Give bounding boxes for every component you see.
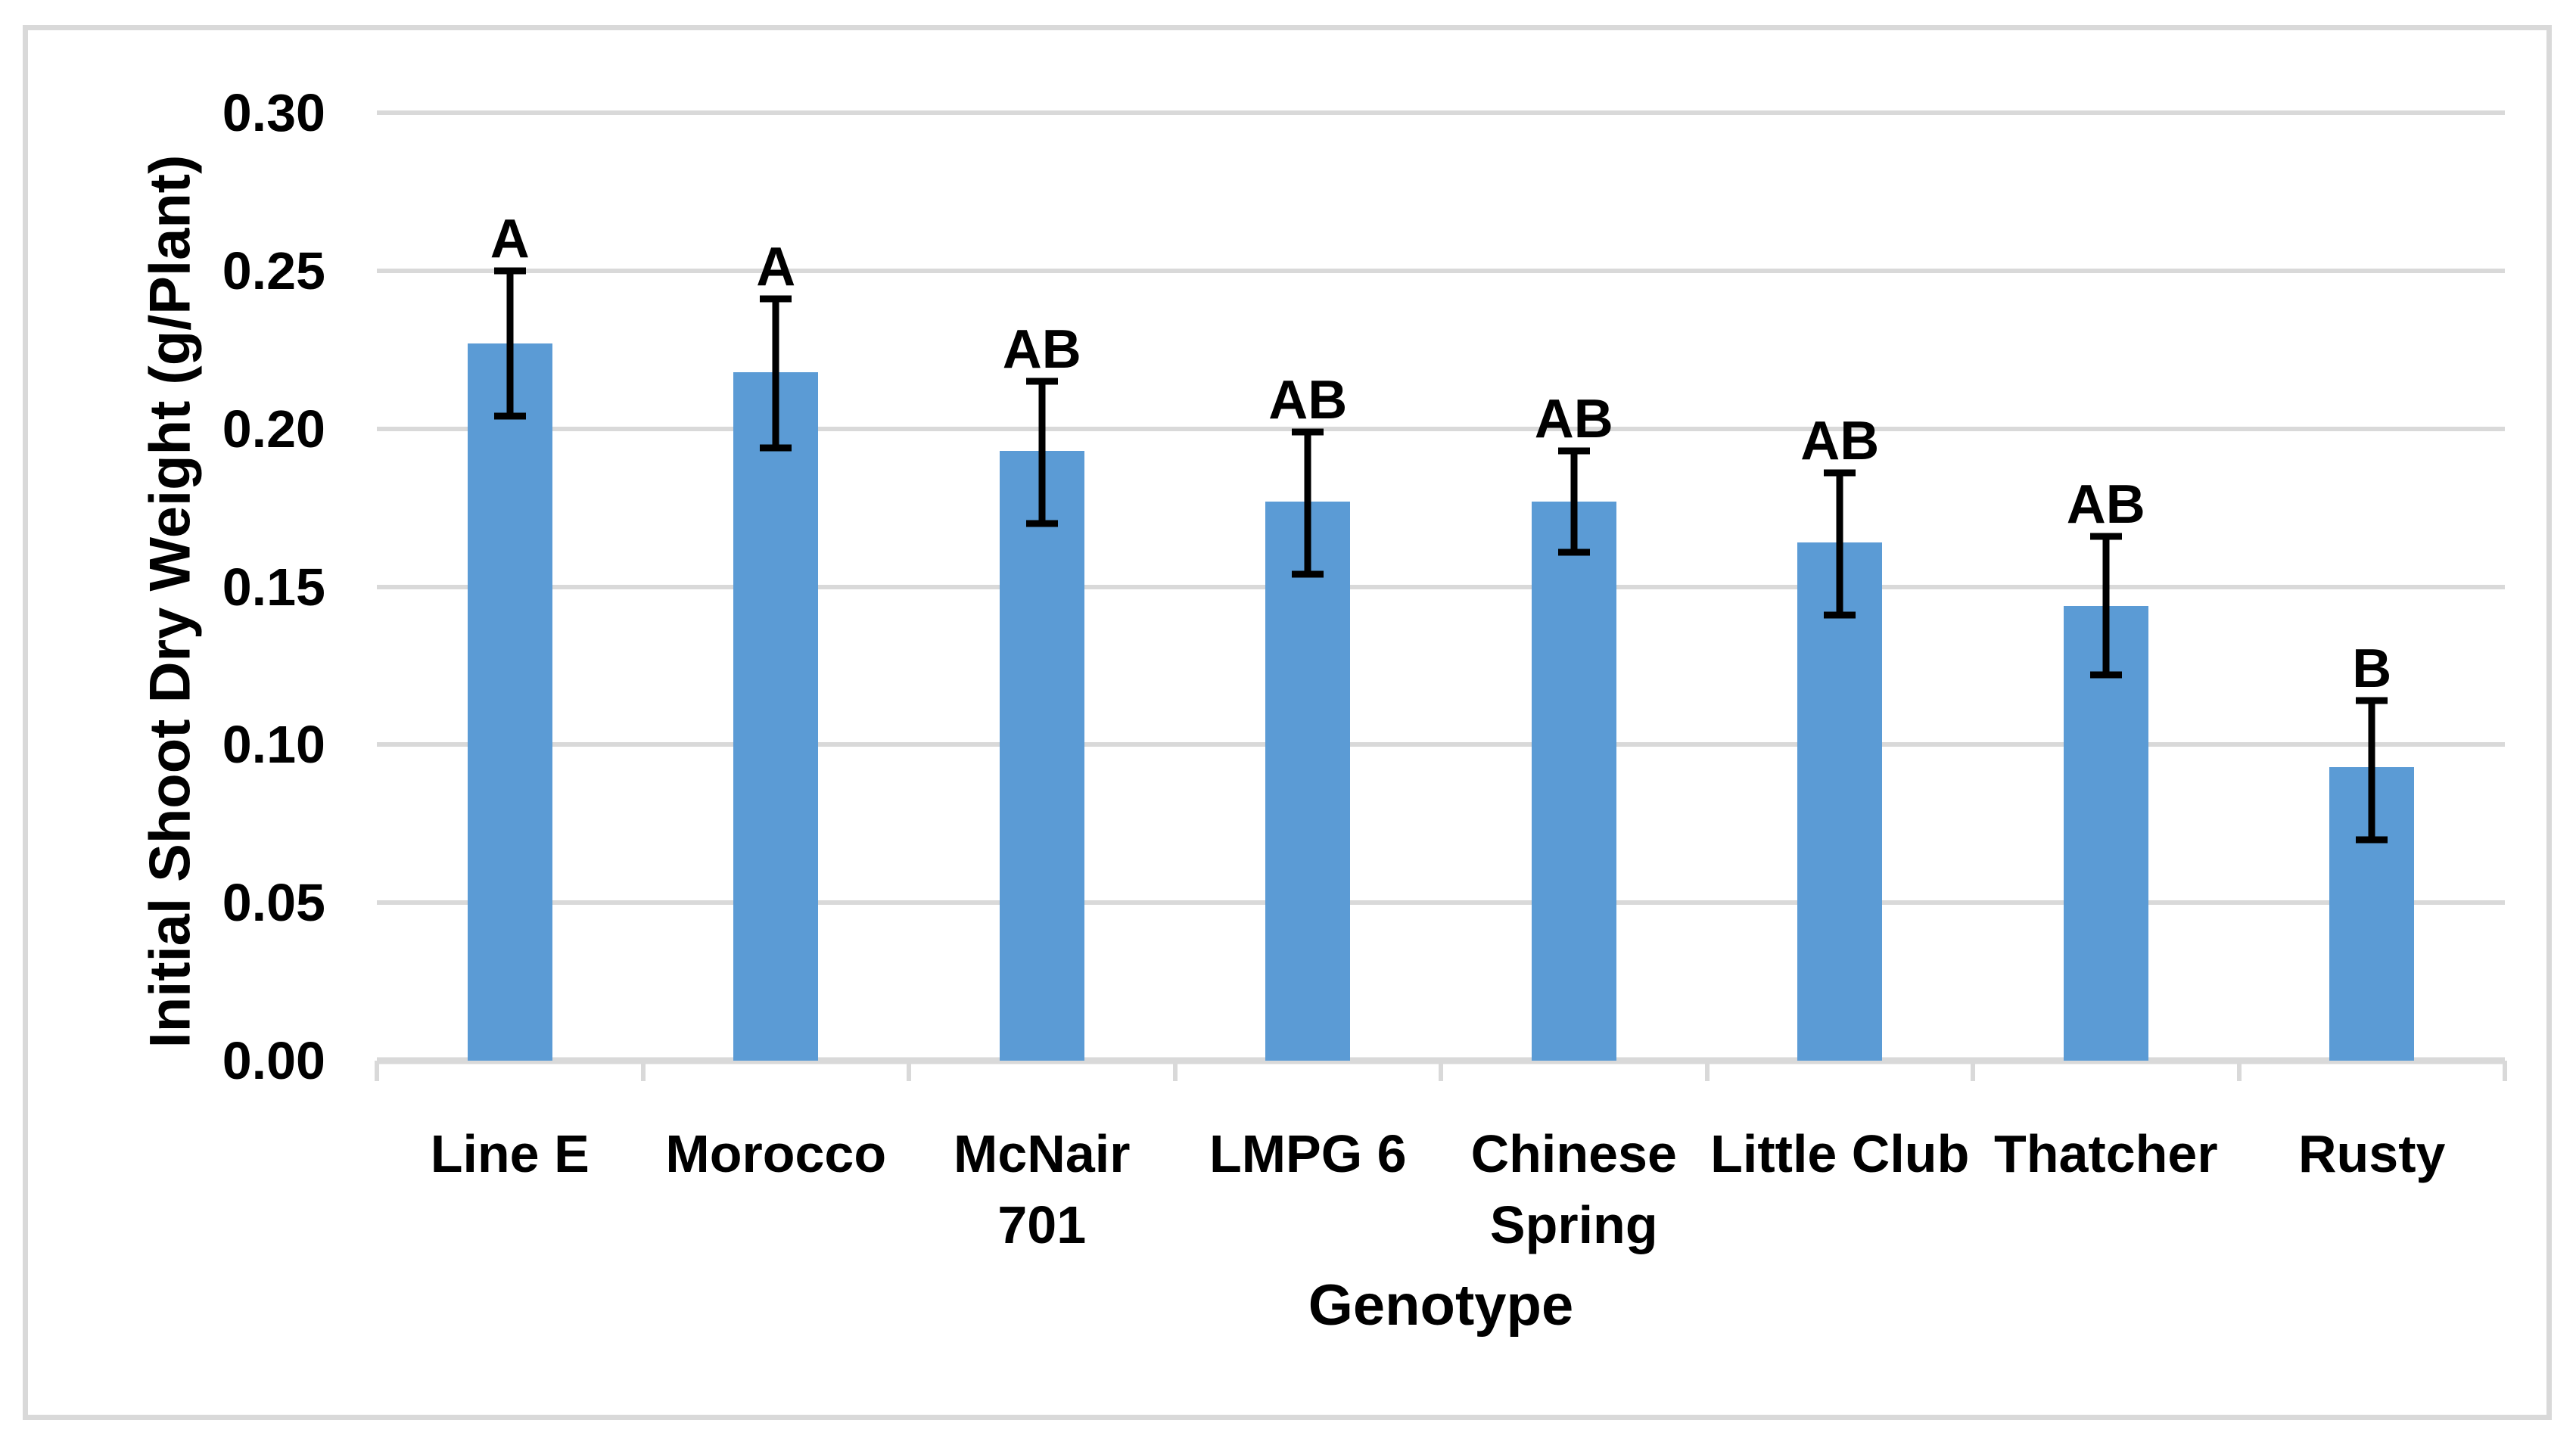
error-bar-cap-top (1557, 447, 1590, 455)
error-bar-cap-bottom (1557, 548, 1590, 556)
y-tick-label: 0.15 (222, 557, 325, 617)
x-axis-tick-mark (1971, 1061, 1975, 1081)
y-tick-label: 0.30 (222, 83, 325, 142)
significance-letter: A (756, 237, 796, 298)
x-axis-tick-mark (640, 1061, 646, 1081)
significance-letter: AB (2066, 474, 2145, 535)
x-category-label: Thatcher (1993, 1124, 2218, 1183)
plot-area: A A AB AB AB AB AB B (377, 110, 2505, 1064)
error-bar-line (506, 270, 514, 416)
y-tick-label: 0.05 (222, 873, 325, 933)
error-bar-cap-top (760, 295, 792, 303)
y-tick-label: 0.20 (222, 399, 325, 458)
error-bar-line (2102, 536, 2110, 676)
significance-letter: B (2352, 638, 2392, 699)
significance-letter: AB (1534, 388, 1613, 449)
x-category-label: LMPG 6 (1209, 1124, 1407, 1183)
gridline (377, 584, 2505, 589)
error-bar-cap-bottom (1025, 520, 1058, 527)
x-axis-tick-mark (1172, 1061, 1178, 1081)
error-bar-cap-bottom (2089, 671, 2122, 679)
gridline (377, 426, 2505, 431)
error-bar-cap-top (493, 267, 526, 275)
x-axis-title: Genotype (1308, 1273, 1574, 1338)
error-bar-cap-bottom (1292, 570, 1324, 578)
x-axis-tick-mark (2236, 1061, 2242, 1081)
error-bar-cap-top (2356, 697, 2388, 704)
gridline (377, 742, 2505, 747)
bar (2063, 605, 2148, 1061)
significance-letter: AB (1002, 319, 1081, 381)
bar (1531, 501, 1616, 1061)
gridline (377, 900, 2505, 906)
error-bar-cap-bottom (760, 444, 792, 452)
bar (999, 450, 1084, 1061)
bar (1265, 501, 1351, 1061)
error-bar-cap-top (1824, 469, 1856, 477)
error-bar-line (1570, 450, 1578, 552)
x-axis-tick-mark (1704, 1061, 1710, 1081)
bar (733, 371, 819, 1061)
significance-letter: AB (1800, 411, 1880, 472)
x-category-label: McNair 701 (954, 1124, 1131, 1254)
error-bar-cap-bottom (2356, 836, 2388, 844)
error-bar-cap-top (1025, 378, 1058, 385)
significance-letter: AB (1268, 369, 1348, 430)
error-bar-line (2368, 700, 2375, 840)
error-bar-cap-top (2089, 533, 2122, 540)
x-category-label: Rusty (2298, 1124, 2446, 1183)
gridline (377, 268, 2505, 273)
bar (1797, 542, 1883, 1061)
significance-letter: A (490, 208, 530, 269)
gridline (377, 110, 2505, 115)
x-axis-tick-mark (907, 1061, 911, 1081)
x-category-label: Line E (430, 1124, 590, 1183)
y-tick-label: 0.25 (222, 241, 325, 300)
x-axis-tick-mark (2503, 1061, 2507, 1081)
x-category-label: Little Club (1710, 1124, 1970, 1183)
error-bar-line (1836, 473, 1843, 616)
y-tick-label: 0.10 (222, 715, 325, 775)
x-category-label: Morocco (665, 1124, 887, 1183)
error-bar-line (772, 299, 779, 448)
x-axis-tick-mark (375, 1061, 379, 1081)
x-category-label: Chinese Spring (1470, 1124, 1677, 1254)
x-axis-tick-mark (1439, 1061, 1443, 1081)
error-bar-line (1038, 381, 1046, 524)
error-bar-cap-bottom (1824, 611, 1856, 619)
error-bar-line (1304, 431, 1311, 574)
error-bar-cap-top (1292, 428, 1324, 436)
y-tick-label: 0.00 (222, 1031, 325, 1090)
bar (467, 343, 552, 1061)
error-bar-cap-bottom (493, 412, 526, 420)
